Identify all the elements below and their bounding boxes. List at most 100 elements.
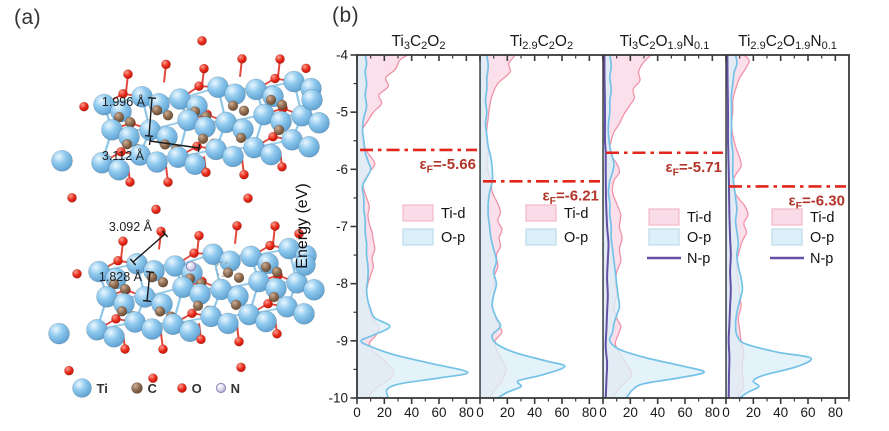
o-atom [243,193,253,204]
x-tick-label: 80 [828,405,843,420]
o-atom [163,177,173,188]
bond-length-label: 1.828 Å [99,269,143,284]
c-atom [192,300,204,312]
ti-atom [184,153,206,175]
c-atom [154,306,166,317]
ti-atom [146,151,168,173]
legend-swatch-o-p [402,228,434,246]
c-atom [230,299,242,311]
c-atom [227,100,239,111]
c-atom [273,124,285,136]
ti-atom [298,136,320,158]
n-p-curve [603,55,610,398]
legend-label: N-p [810,251,833,267]
o-atom [189,248,199,258]
o-atom [151,204,161,215]
o-atom [197,35,207,46]
x-tick-label: 80 [459,405,474,420]
dos-panel-Ti3C2O2 [357,55,469,398]
ti-atom [222,145,244,168]
legend-label: Ti-d [441,206,465,222]
o-p-curve [603,55,705,398]
legend-label: O-p [810,230,834,246]
ti-atom [217,312,239,335]
bond-measure-line [132,233,166,263]
c-atom [276,99,288,111]
o-atom [234,336,244,347]
o-atom [148,373,158,384]
c-atom [197,133,209,144]
o-p-curve [480,55,566,398]
x-tick-label: 20 [746,405,761,420]
o-atom [270,73,280,84]
o-atom [125,177,135,187]
panel-title: Ti2.9C2O1.9N0.1 [738,33,837,52]
ti-atom [293,302,315,325]
n-legend-atom [215,382,227,394]
o-atom [72,268,82,279]
c-atom [265,94,277,106]
fermi-label: εF=-6.30 [789,192,846,212]
o-atom [265,240,275,251]
o-atom [239,169,249,180]
c-atom [268,291,280,303]
ti-atom [48,322,70,345]
vacancy-marker [215,261,231,277]
panel-b-label: (b) [332,4,360,27]
c-atom [159,139,171,150]
o-atom [196,334,206,345]
species-legend-label: O [192,381,202,396]
c-atom [271,266,283,278]
x-tick-label: 0 [353,405,361,420]
fermi-label: εF=-5.71 [666,159,723,179]
panel-title: Ti2.9C2O2 [510,33,573,52]
species-legend-item-n: N [215,381,240,396]
fermi-label: εF=-6.21 [543,187,600,207]
y-tick-label: -10 [328,391,348,406]
x-tick-label: 40 [773,405,788,420]
legend-swatch-o-p [771,228,803,246]
crystal-structure-bottom [48,220,325,384]
legend-label: Ti-d [687,210,711,226]
c-atom [124,116,136,128]
x-tick-label: 80 [582,405,597,420]
y-tick-label: -4 [336,48,348,63]
ti-atom [301,89,323,111]
c-atom [151,105,163,116]
ti-atom [141,318,163,340]
x-tick-label: 40 [527,405,542,420]
ti-atom [303,278,325,301]
c-atom [238,105,250,116]
species-legend-label: Ti [97,381,108,396]
species-legend-label: N [231,381,240,396]
o-atom [156,226,166,237]
ti-atom [294,254,316,276]
x-tick-label: 60 [554,405,569,420]
o-atom [120,344,130,354]
x-tick-label: 0 [476,405,484,420]
legend-swatch-ti-d [648,208,680,226]
panel-title: Ti3C2O2 [392,33,446,52]
o-atom [275,54,285,64]
species-legend-label: C [148,381,158,396]
fermi-label: εF=-5.66 [420,156,477,176]
x-tick-label: 0 [722,405,730,420]
o-atom [268,131,278,142]
c-atom [157,276,169,288]
o-atom [270,221,280,231]
ti-atom [51,150,73,172]
bond-length-label: 3.092 Å [109,219,153,234]
o-atom [118,88,128,99]
n-atom [185,261,197,272]
o-atom [194,81,204,91]
x-tick-label: 80 [705,405,720,420]
y-tick-label: -6 [336,162,348,177]
x-tick-label: 60 [677,405,692,420]
dos-panel-Ti2.9C2O1.9N0.1 [726,55,813,398]
y-tick-label: -7 [336,219,348,234]
legend-swatch-o-p [648,228,680,246]
c-legend-atom [131,382,143,394]
ti-atom [260,143,282,166]
